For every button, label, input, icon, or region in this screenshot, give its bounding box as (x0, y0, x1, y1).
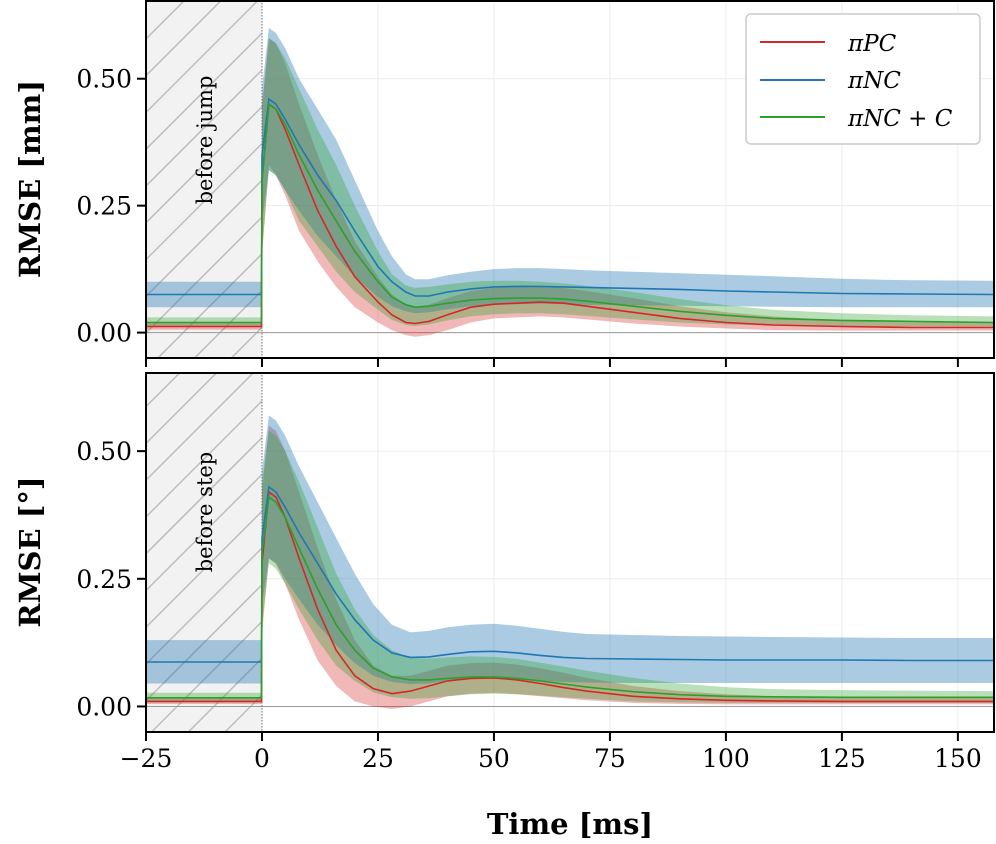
top-band-ncc (146, 38, 995, 327)
top-line-ncc (146, 102, 995, 324)
top-annotation: before jump (193, 76, 217, 205)
bottom-annotation: before step (193, 452, 217, 573)
y-tick-label: 0.25 (76, 565, 132, 594)
bottom-band-pc (146, 425, 995, 709)
legend: πPC πNC πNC + C (745, 13, 981, 145)
y-tick-label: 0.50 (76, 437, 132, 466)
bottom-frame (145, 372, 995, 733)
x-axis-title: Time [ms] (487, 807, 653, 841)
bottom-panel: 0.00 0.25 0.50 −25 0 25 50 75 100 125 150 RMSE [°] b… (13, 372, 995, 773)
x-tick-label: 75 (594, 744, 626, 773)
top-band-nc (146, 27, 995, 314)
y-tick-label: 0.50 (76, 65, 132, 94)
bottom-pre-event-region (146, 372, 262, 732)
x-tick-label: 125 (818, 744, 866, 773)
y-tick-label: 0.00 (76, 319, 132, 348)
x-tick-label: 50 (478, 744, 510, 773)
y-tick-label: 0.00 (76, 692, 132, 721)
x-tick-label: 100 (702, 744, 750, 773)
x-tick-label: 150 (934, 744, 982, 773)
bottom-band-nc (146, 415, 995, 684)
legend-label-ncc: πNC + C (847, 106, 953, 132)
top-pre-event-region (146, 0, 262, 358)
bottom-band-ncc (146, 430, 995, 703)
top-line-nc (146, 97, 995, 297)
y-tick-label: 0.25 (76, 192, 132, 221)
top-plot-area (146, 27, 995, 337)
bottom-y-axis-title: RMSE [°] (13, 476, 47, 627)
bottom-line-ncc (146, 495, 995, 699)
bottom-plot-area (146, 415, 995, 709)
bottom-line-pc (146, 490, 995, 703)
top-frame (145, 0, 995, 359)
legend-label-nc: πNC (847, 68, 901, 94)
x-tick-label: −25 (120, 744, 173, 773)
top-y-axis-title: RMSE [mm] (13, 80, 47, 278)
top-panel: 0.00 0.25 0.50 RMSE [mm] before jump (13, 0, 995, 367)
x-tick-label: 25 (362, 744, 394, 773)
x-tick-label: 0 (254, 744, 270, 773)
top-line-pc (146, 102, 995, 329)
legend-label-pc: πPC (847, 31, 897, 57)
bottom-line-nc (146, 485, 995, 663)
top-band-pc (146, 38, 995, 337)
